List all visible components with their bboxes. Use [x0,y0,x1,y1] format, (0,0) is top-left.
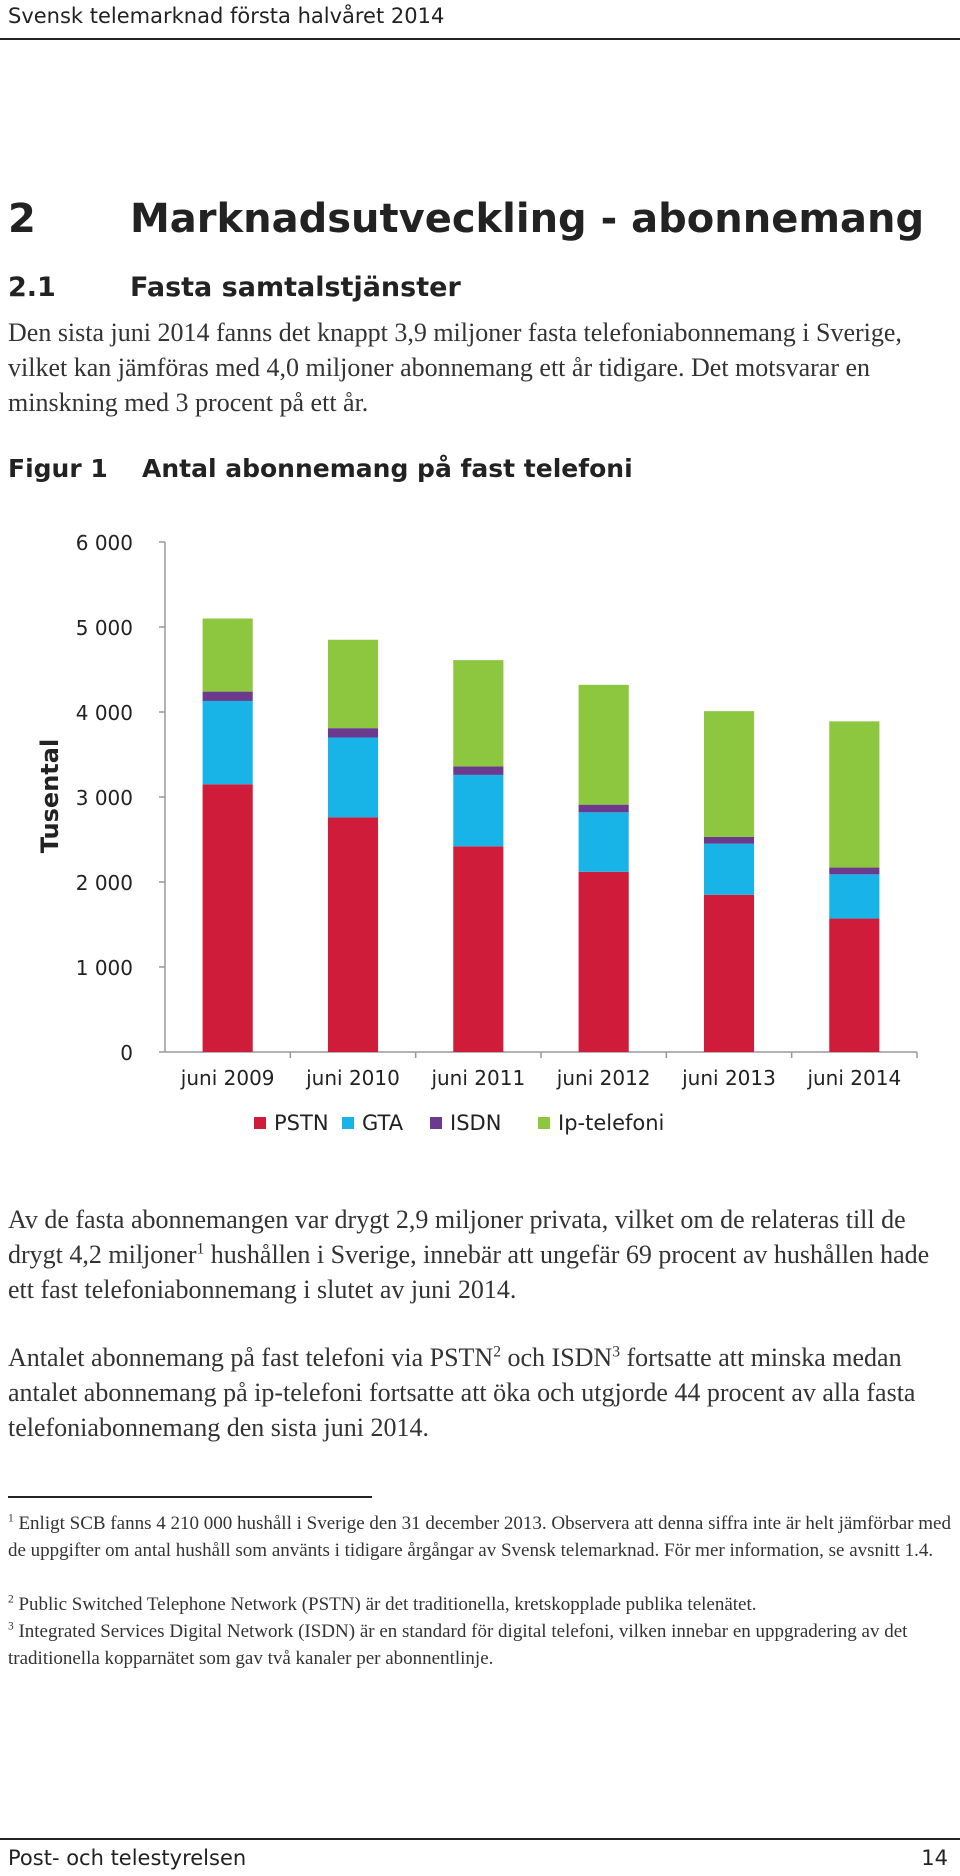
footer-rule [0,1838,960,1840]
bar-segment-ip-telefoni [829,721,880,868]
bar-segment-ip-telefoni [703,711,755,837]
footnote-3-text: Integrated Services Digital Network (ISD… [8,1621,908,1669]
paragraph-trends-text-2: och ISDN [501,1343,613,1372]
paragraph-households-text-2: hushållen i Sverige, innebär att ungefär… [8,1240,930,1304]
y-tick-label: 2 000 [76,871,133,895]
y-axis-label: Tusental [36,739,64,853]
footnote-1-text: Enligt SCB fanns 4 210 000 hushåll i Sve… [8,1513,951,1561]
y-tick-label: 0 [120,1041,133,1065]
bar-segment-pstn [578,871,629,1052]
legend-swatch [342,1117,354,1129]
bar-segment-ip-telefoni [202,618,253,692]
bar-segment-gta [578,812,629,872]
bar-segment-pstn [829,918,880,1052]
figure-title: Antal abonnemang på fast telefoni [142,454,633,483]
subsection-number: 2.1 [8,272,56,303]
bar-segment-isdn [829,867,880,875]
paragraph-households: Av de fasta abonnemangen var drygt 2,9 m… [8,1202,948,1307]
chart-legend: PSTN GTA ISDN Ip-telefoni [254,1111,664,1135]
y-tick-marks [159,541,165,1053]
paragraph-trends-text-3: fortsatte att minska medan antalet abonn… [8,1343,916,1442]
x-tick-label: juni 2009 [180,1066,275,1090]
y-tick-label: 4 000 [76,701,133,725]
stacked-bar-chart: 6 000 5 000 4 000 3 000 2 000 1 000 0 Tusental… [36,531,918,1135]
header-rule [0,38,960,40]
subsection-heading: 2.1 Fasta samtalstjänster [8,272,461,303]
bar-segment-pstn [453,846,504,1052]
legend-swatch [254,1117,266,1129]
bar-segment-isdn [202,691,253,701]
footnote-3-ref: 3 [8,1620,14,1633]
paragraph-trends: Antalet abonnemang på fast telefoni via … [8,1340,948,1445]
footnote-3: 3 Integrated Services Digital Network (I… [8,1618,953,1672]
y-tick-labels: 6 000 5 000 4 000 3 000 2 000 1 000 0 [76,531,133,1065]
y-tick-label: 3 000 [76,786,133,810]
legend-label: GTA [362,1111,404,1135]
bar-segment-isdn [578,804,629,813]
bar-segment-isdn [703,836,755,844]
intro-paragraph: Den sista juni 2014 fanns det knappt 3,9… [8,318,902,417]
legend-label: ISDN [450,1111,501,1135]
footnote-2-text: Public Switched Telephone Network (PSTN)… [13,1594,757,1615]
bar-segment-gta [703,843,755,895]
paragraph-trends-text-1: Antalet abonnemang på fast telefoni via … [8,1343,494,1372]
bar-stacks [202,618,880,1052]
bar-segment-isdn [327,728,379,738]
figure-label: Figur 1 [8,454,108,483]
bar-segment-pstn [703,894,755,1052]
footnote-1-ref: 1 [8,1512,14,1525]
footnote-ref-1: 1 [196,1240,205,1258]
section-title: Marknadsutveckling - abonnemang [130,196,925,242]
y-tick-label: 5 000 [76,616,133,640]
footnote-2-ref: 2 [8,1593,14,1606]
section-number: 2 [8,196,36,242]
bar-segment-gta [453,774,504,847]
y-tick-label: 1 000 [76,956,133,980]
bar-segment-pstn [202,784,253,1052]
footnote-2: 2 Public Switched Telephone Network (PST… [8,1591,953,1618]
legend-swatch [538,1117,550,1129]
x-tick-label: juni 2011 [430,1066,525,1090]
running-header: Svensk telemarknad första halvåret 2014 [8,4,445,28]
bar-segment-isdn [453,766,504,775]
footnote-1: 1 Enligt SCB fanns 4 210 000 hushåll i S… [8,1510,953,1564]
legend-label: Ip-telefoni [558,1111,664,1135]
bar-segment-ip-telefoni [453,660,504,767]
bar-segment-ip-telefoni [327,639,379,729]
bar-segment-pstn [327,817,379,1052]
footnote-ref-2: 2 [493,1343,501,1361]
x-tick-label: juni 2010 [305,1066,400,1090]
subsection-title: Fasta samtalstjänster [130,272,461,303]
y-tick-label: 6 000 [76,531,133,555]
paragraph-households-text-1: Av de fasta abonnemangen var drygt 2,9 m… [8,1205,906,1269]
x-tick-label: juni 2012 [556,1066,651,1090]
footnote-rule [8,1496,372,1498]
legend-swatch [430,1117,442,1129]
legend-label: PSTN [274,1111,329,1135]
footnote-ref-3: 3 [612,1343,621,1361]
footer-publisher: Post- och telestyrelsen [8,1846,247,1870]
x-tick-marks [289,1052,918,1058]
x-tick-label: juni 2013 [681,1066,776,1090]
page-number: 14 [921,1846,948,1870]
figure-caption: Figur 1 Antal abonnemang på fast telefoni [8,454,633,483]
x-tick-labels: juni 2009 juni 2010 juni 2011 juni 2012 juni… [180,1066,901,1090]
x-tick-label: juni 2014 [806,1066,901,1090]
bar-segment-gta [327,737,379,818]
bar-segment-gta [202,700,253,785]
section-heading: 2 Marknadsutveckling - abonnemang [8,196,924,242]
bar-segment-gta [829,874,880,919]
bar-segment-ip-telefoni [578,684,629,805]
